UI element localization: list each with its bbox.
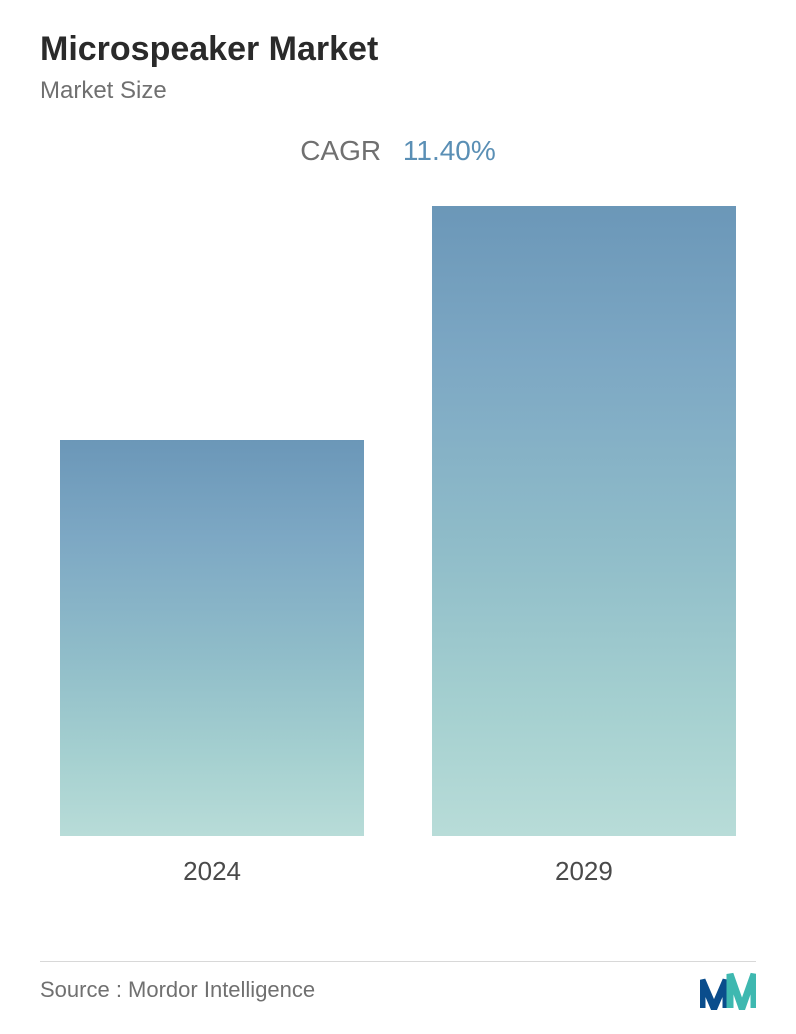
logo-icon [700, 970, 756, 1010]
cagr-value: 11.40% [403, 135, 496, 166]
brand-logo [700, 970, 756, 1010]
footer-divider [40, 961, 756, 962]
chart-subtitle: Market Size [40, 77, 756, 105]
bar-0 [60, 440, 364, 836]
cagr-label: CAGR [300, 135, 381, 166]
footer: Source : Mordor Intelligence [40, 970, 756, 1010]
bar-1 [432, 206, 736, 836]
cagr-row: CAGR 11.40% [40, 135, 756, 167]
bar-label-0: 2024 [183, 856, 241, 887]
chart-title: Microspeaker Market [40, 30, 756, 69]
source-text: Source : Mordor Intelligence [40, 977, 315, 1003]
bar-label-1: 2029 [555, 856, 613, 887]
bar-chart: 2024 2029 [40, 207, 756, 887]
bar-group-1: 2029 [432, 206, 736, 887]
bar-group-0: 2024 [60, 440, 364, 887]
